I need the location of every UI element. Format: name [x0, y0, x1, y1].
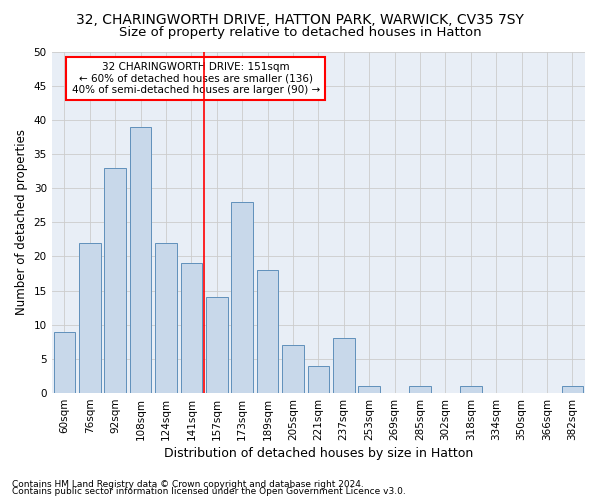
Bar — [53, 332, 75, 393]
Bar — [409, 386, 431, 393]
Text: Contains HM Land Registry data © Crown copyright and database right 2024.: Contains HM Land Registry data © Crown c… — [12, 480, 364, 489]
Y-axis label: Number of detached properties: Number of detached properties — [15, 130, 28, 316]
Bar — [333, 338, 355, 393]
Bar — [79, 243, 101, 393]
Bar — [206, 298, 227, 393]
Bar — [282, 345, 304, 393]
Bar — [181, 264, 202, 393]
Bar — [460, 386, 482, 393]
Bar — [130, 126, 151, 393]
Text: 32, CHARINGWORTH DRIVE, HATTON PARK, WARWICK, CV35 7SY: 32, CHARINGWORTH DRIVE, HATTON PARK, WAR… — [76, 12, 524, 26]
Bar — [562, 386, 583, 393]
Bar — [308, 366, 329, 393]
Bar — [358, 386, 380, 393]
Bar — [232, 202, 253, 393]
Text: Contains public sector information licensed under the Open Government Licence v3: Contains public sector information licen… — [12, 487, 406, 496]
Bar — [155, 243, 177, 393]
Text: Size of property relative to detached houses in Hatton: Size of property relative to detached ho… — [119, 26, 481, 39]
Text: 32 CHARINGWORTH DRIVE: 151sqm
← 60% of detached houses are smaller (136)
40% of : 32 CHARINGWORTH DRIVE: 151sqm ← 60% of d… — [71, 62, 320, 95]
Bar — [104, 168, 126, 393]
X-axis label: Distribution of detached houses by size in Hatton: Distribution of detached houses by size … — [164, 447, 473, 460]
Bar — [257, 270, 278, 393]
